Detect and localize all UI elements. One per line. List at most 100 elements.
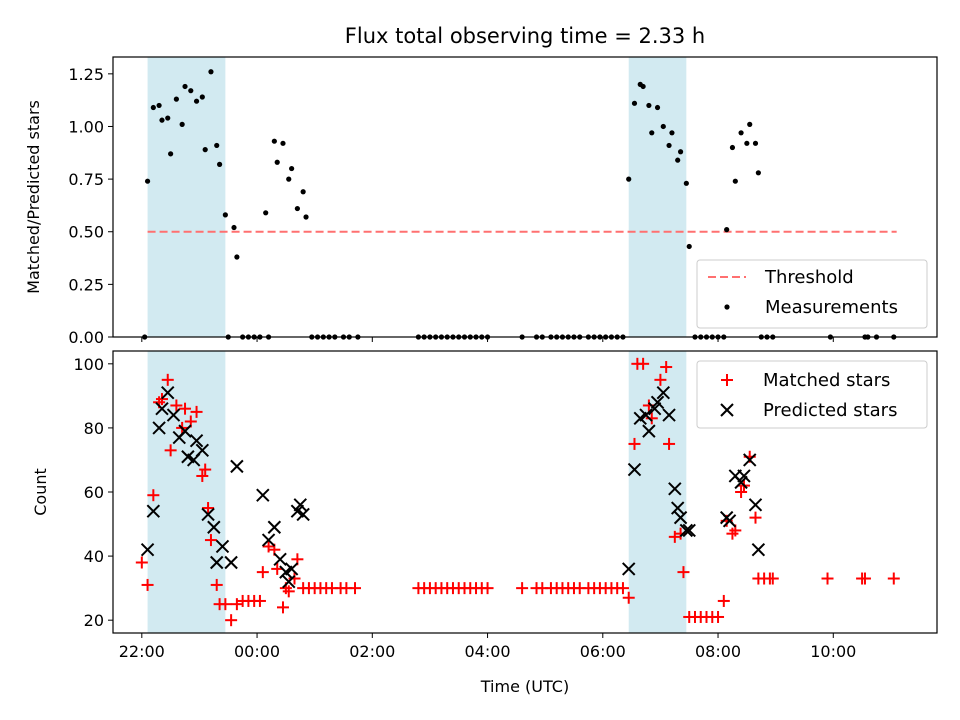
measurement-point	[300, 189, 306, 195]
matched-star-marker	[349, 582, 362, 595]
matched-star-marker	[225, 614, 238, 627]
matched-star-marker	[161, 373, 174, 386]
measurement-point	[144, 178, 151, 184]
measurement-point	[217, 161, 223, 167]
measurement-point	[683, 180, 689, 186]
matched-star-marker	[179, 402, 192, 415]
bottom-x-tick-label: 04:00	[464, 642, 510, 661]
matched-star-marker	[276, 601, 289, 614]
top-legend: Threshold Measurements	[696, 259, 928, 329]
matched-stars-points	[135, 357, 900, 627]
measurement-point	[179, 121, 185, 127]
matched-legend-swatch	[721, 374, 733, 386]
measurement-point	[649, 130, 655, 136]
predicted-star-marker	[656, 385, 671, 400]
predicted-star-marker	[215, 539, 230, 554]
measurement-point	[724, 227, 730, 233]
top-y-tick-label: 1.00	[68, 117, 104, 136]
predicted-star-marker	[195, 443, 210, 458]
predicted-star-marker	[207, 520, 221, 534]
predicted-stars-points	[140, 385, 766, 589]
measurement-point	[744, 140, 750, 146]
predicted-star-marker	[290, 504, 305, 518]
chart-title: Flux total observing time = 2.33 h	[345, 24, 705, 48]
measurement-point	[271, 138, 277, 144]
bottom-y-tick-label: 40	[84, 547, 104, 566]
measurement-point	[686, 243, 692, 250]
matched-star-marker	[202, 502, 215, 515]
predicted-star-marker	[261, 533, 276, 547]
measurement-point	[274, 159, 280, 165]
predicted-star-marker	[256, 488, 270, 502]
matched-star-marker	[637, 357, 650, 370]
bottom-x-tick-label: 08:00	[695, 642, 741, 661]
measurement-point	[168, 151, 174, 157]
matched-star-marker	[219, 598, 232, 611]
measurement-point	[626, 176, 632, 182]
bottom-x-tick-label: 06:00	[580, 642, 626, 661]
predicted-legend-label: Predicted stars	[763, 400, 897, 421]
measurements-legend-label: Measurements	[765, 297, 898, 318]
measurement-point	[677, 149, 684, 155]
matched-star-marker	[164, 444, 177, 457]
predicted-star-marker	[673, 510, 688, 525]
measurement-point	[156, 102, 162, 109]
top-y-tick-label: 0.00	[68, 328, 104, 347]
matched-star-marker	[749, 511, 762, 524]
predicted-star-marker	[639, 408, 653, 422]
predicted-star-marker	[743, 453, 757, 467]
predicted-star-marker	[668, 482, 682, 496]
predicted-star-marker	[155, 401, 169, 416]
top-y-tick-label: 0.25	[68, 275, 104, 294]
top-x-ticks	[141, 337, 834, 342]
matched-star-marker	[712, 610, 725, 623]
bottom-legend-box	[696, 360, 928, 429]
measurement-point	[738, 130, 744, 136]
predicted-star-marker	[737, 469, 751, 483]
matched-star-marker	[516, 582, 529, 595]
measurement-point	[199, 94, 205, 100]
measurement-point	[303, 214, 309, 220]
measurement-point	[208, 69, 214, 75]
predicted-star-marker	[622, 562, 636, 576]
measurement-point	[660, 123, 666, 130]
matched-star-marker	[147, 489, 160, 502]
matched-star-marker	[663, 437, 676, 450]
measurement-point	[289, 165, 295, 172]
measurement-point	[675, 157, 681, 163]
top-legend-box	[696, 259, 928, 329]
bottom-y-tick-label: 20	[84, 611, 104, 630]
predicted-star-marker	[722, 514, 737, 528]
predicted-star-marker	[267, 520, 282, 534]
matched-star-marker	[735, 486, 748, 498]
predicted-star-marker	[140, 542, 155, 557]
bottom-y-tick-label: 80	[84, 419, 104, 438]
predicted-star-marker	[273, 552, 287, 567]
counts-panel: 20 40 60 80 100 22:00 00:00 02:00 04:00 06:00 08:…	[31, 350, 938, 696]
measurement-point	[263, 210, 269, 216]
measurement-point	[202, 147, 208, 153]
matched-star-marker	[196, 469, 209, 482]
matched-star-marker	[288, 572, 301, 585]
predicted-star-marker	[201, 507, 215, 522]
predicted-star-marker	[210, 555, 224, 570]
measurement-point	[640, 83, 646, 90]
matched-star-marker	[887, 572, 900, 585]
matched-star-marker	[135, 556, 148, 569]
top-shaded-band-0	[147, 57, 226, 337]
matched-star-marker	[654, 373, 667, 386]
matched-star-marker	[190, 405, 203, 418]
matched-star-marker	[210, 578, 223, 591]
measurement-point	[188, 88, 194, 94]
measurement-point	[182, 83, 188, 90]
measurement-point	[646, 102, 652, 109]
matched-star-marker	[282, 585, 295, 598]
top-axes-frame	[112, 56, 938, 338]
matched-star-marker	[858, 572, 871, 585]
bottom-shaded-band-0	[147, 351, 226, 633]
predicted-star-marker	[670, 501, 685, 515]
matched-star-marker	[821, 572, 834, 585]
matched-star-marker	[256, 566, 269, 579]
matched-star-marker	[628, 437, 641, 450]
